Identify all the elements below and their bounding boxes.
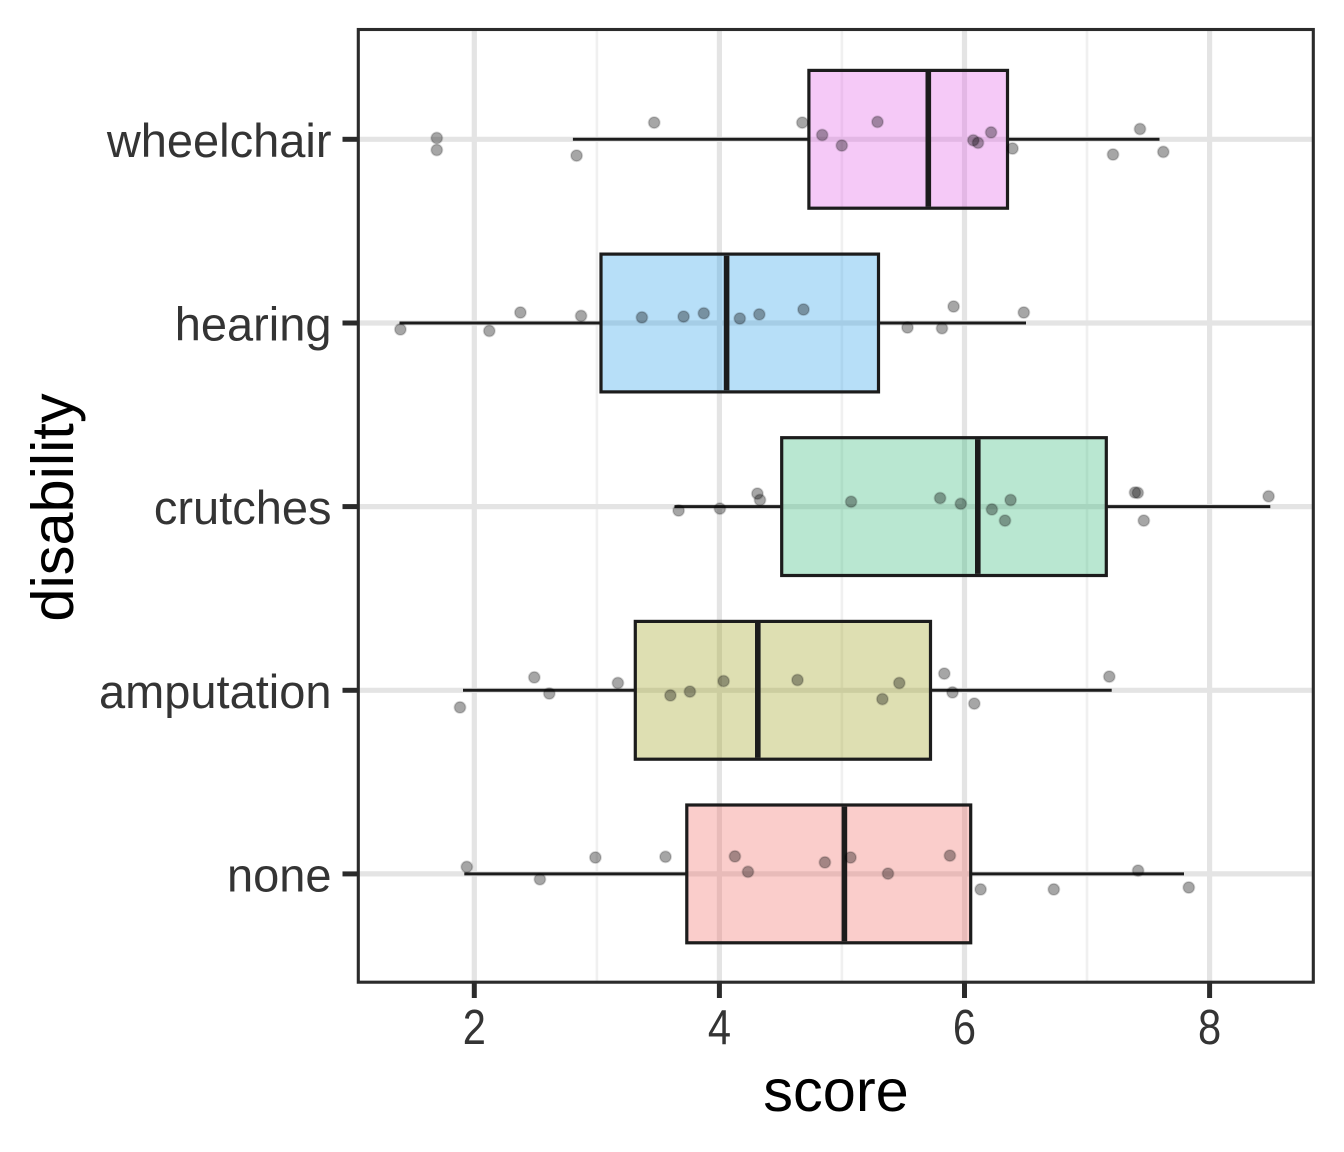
svg-text:crutches: crutches [154,481,332,534]
svg-text:score: score [763,1057,909,1124]
svg-text:wheelchair: wheelchair [106,114,332,167]
svg-text:4: 4 [708,1000,731,1055]
svg-text:amputation: amputation [99,665,332,718]
svg-text:8: 8 [1198,1000,1221,1055]
svg-text:none: none [227,848,332,901]
svg-text:disability: disability [19,393,86,621]
svg-text:6: 6 [953,1000,976,1055]
svg-text:2: 2 [463,1000,486,1055]
svg-text:hearing: hearing [175,298,332,351]
